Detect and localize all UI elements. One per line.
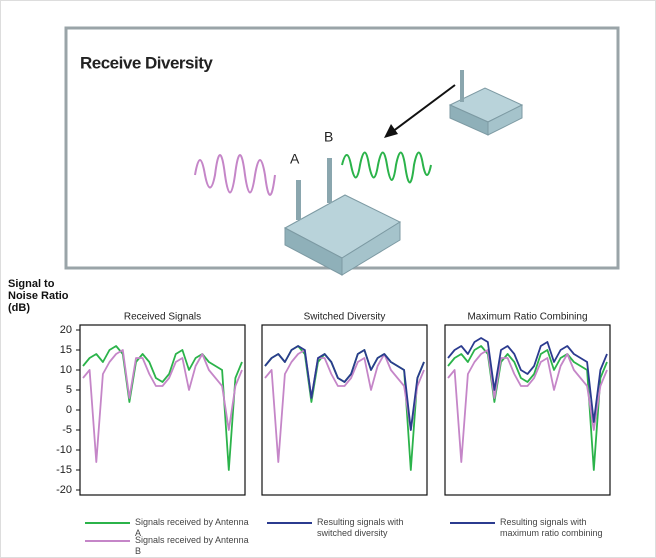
y-axis-label: Signal to Noise Ratio (dB) [8,278,69,314]
antenna-label: B [324,129,333,145]
wave-a [341,151,432,184]
diagram-title: Receive Diversity [80,53,213,72]
wave-b [194,154,276,196]
ap-front [487,104,523,136]
legend-label: Resulting signals with maximum ratio com… [500,517,603,538]
arrow [391,84,456,133]
legend-label: Signals received by Antenna A [135,517,249,538]
legend-label: Signals received by Antenna B [135,535,249,556]
legend-label: Resulting signals with switched diversit… [317,517,404,538]
antenna-b [327,158,332,203]
y-tick-label: 15 [60,344,72,356]
signal-line [82,349,243,463]
signal-line [264,345,425,431]
ap-antenna [460,70,464,102]
plot-frame [79,324,246,496]
y-tick-label: 0 [66,404,72,416]
signal-line [447,349,608,463]
chart-title: Received Signals [124,312,201,323]
signal-line [447,345,608,471]
signal-line [82,345,243,471]
y-tick-label: 5 [66,384,72,396]
y-tick-label: -10 [56,444,72,456]
signal-line [264,349,425,463]
plot-frame [261,324,428,496]
y-tick-label: -5 [62,424,72,436]
y-tick-label: -20 [56,484,72,496]
y-tick-label: -15 [56,464,72,476]
antenna-a [296,180,301,220]
y-tick-label: 20 [60,324,72,336]
chart-title: Switched Diversity [304,312,386,323]
y-tick-label: 10 [60,364,72,376]
antenna-label: A [290,151,300,167]
arrowhead [384,124,398,138]
chart-title: Maximum Ratio Combining [467,312,587,323]
router-front [341,221,401,276]
signal-line [447,337,608,423]
